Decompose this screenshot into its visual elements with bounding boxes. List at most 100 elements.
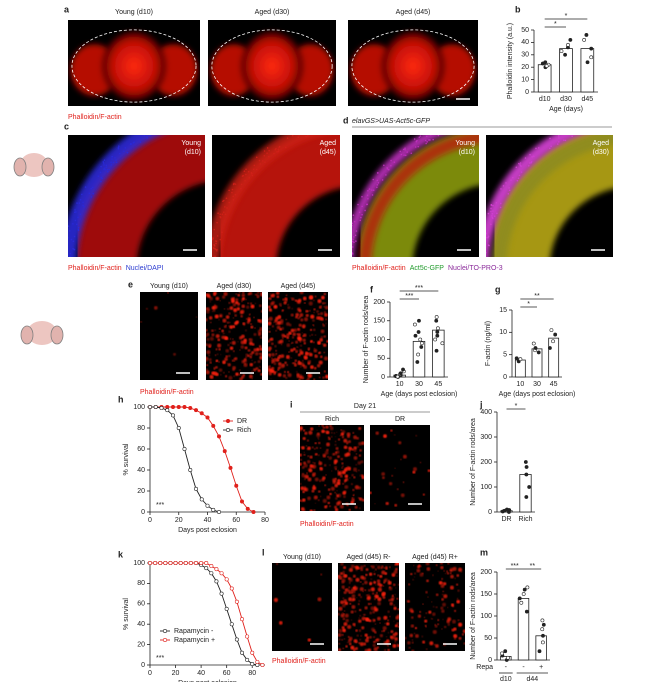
speckle (427, 596, 429, 598)
data-point (540, 618, 545, 623)
nucleus (211, 262, 213, 264)
speckle (195, 316, 198, 318)
speckle (338, 628, 343, 633)
nucleus (234, 183, 237, 185)
nucleus (603, 120, 605, 122)
speckle (285, 322, 290, 326)
nucleus (358, 211, 361, 214)
speckle (275, 329, 277, 332)
speckle (215, 359, 219, 363)
speckle (238, 292, 241, 293)
nucleus (340, 121, 342, 123)
speckle (320, 335, 324, 339)
speckle (347, 635, 350, 638)
speckle (247, 302, 249, 305)
speckle (208, 358, 212, 362)
speckle (299, 315, 302, 318)
caption: Phalloidin/F-actin (140, 389, 194, 396)
speckle (301, 473, 306, 478)
speckle (310, 427, 314, 431)
nucleus (92, 192, 95, 195)
speckle (381, 472, 386, 476)
speckle (353, 435, 358, 440)
speckle (302, 498, 306, 502)
speckle (314, 495, 318, 499)
speckle (396, 575, 398, 577)
speckle (213, 371, 218, 376)
speckle (360, 568, 364, 572)
speckle (317, 499, 320, 501)
speckle (346, 442, 348, 445)
speckle (435, 606, 438, 609)
speckle (375, 584, 377, 586)
data-point (412, 322, 417, 327)
nucleus (372, 189, 375, 192)
speckle (231, 299, 235, 304)
speckle (258, 304, 262, 308)
speckle (218, 331, 221, 333)
speckle (345, 618, 349, 623)
speckle (307, 638, 311, 642)
x-tick-label: 20 (175, 517, 183, 524)
speckle (380, 567, 383, 569)
speckle (313, 462, 316, 465)
nucleus (209, 106, 211, 108)
speckle (397, 644, 399, 648)
nucleus (366, 203, 368, 206)
nucleus (72, 240, 75, 243)
nucleus (376, 184, 379, 186)
speckle (342, 570, 345, 573)
speckle (222, 335, 227, 340)
y-tick-label: 0 (488, 509, 492, 516)
speckle (424, 624, 427, 627)
speckle (253, 368, 257, 372)
nucleus (99, 171, 102, 174)
nucleus (349, 118, 351, 120)
speckle (260, 310, 262, 313)
nucleus (248, 177, 251, 179)
speckle (413, 565, 415, 567)
speckle (393, 604, 396, 607)
image-title: (d10) (459, 149, 475, 156)
panel-label: e (128, 279, 133, 289)
nucleus (518, 162, 520, 165)
nucleus (361, 213, 363, 216)
speckle (351, 597, 356, 602)
nucleus (345, 258, 347, 260)
survival-point (250, 661, 255, 666)
speckle (412, 470, 416, 474)
nucleus (515, 166, 518, 169)
y-tick-label: 20 (521, 64, 529, 71)
survival-point (260, 662, 265, 667)
speckle (269, 297, 272, 300)
speckle (358, 507, 361, 510)
speckle (334, 492, 336, 494)
speckle (227, 307, 230, 311)
speckle (299, 341, 302, 343)
speckle (456, 574, 460, 577)
speckle (248, 316, 250, 318)
speckle (309, 335, 311, 337)
speckle (306, 439, 309, 442)
speckle (393, 606, 397, 610)
nucleus (263, 154, 266, 157)
nucleus (435, 127, 437, 129)
speckle (447, 606, 449, 609)
speckle (456, 599, 461, 604)
speckle (231, 359, 234, 362)
speckle (308, 353, 310, 355)
speckle (340, 432, 345, 436)
speckle (298, 378, 301, 380)
speckle (414, 626, 418, 630)
speckle (307, 460, 311, 464)
speckle (213, 292, 217, 296)
nucleus (215, 264, 217, 266)
nucleus (410, 152, 413, 155)
nucleus (68, 237, 69, 239)
nucleus (393, 161, 396, 164)
nucleus (381, 179, 384, 181)
speckle (222, 295, 226, 299)
legend-label: Rich (237, 427, 251, 434)
nucleus (221, 213, 224, 216)
nucleus (245, 168, 247, 171)
